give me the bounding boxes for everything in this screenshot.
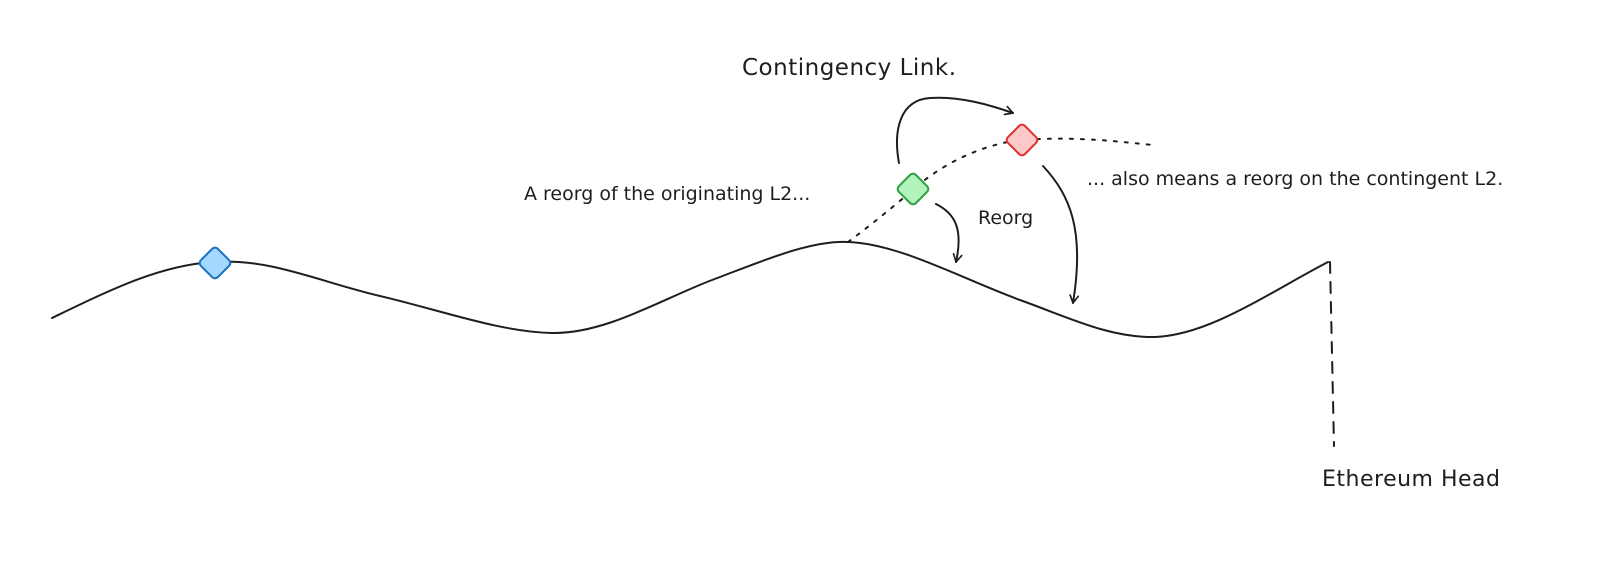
red-block-node: [1005, 123, 1039, 157]
reorg-arrow-long: [1042, 165, 1080, 304]
reorg-contingent-label: ... also means a reorg on the contingent…: [1087, 168, 1503, 190]
green-block-node: [896, 172, 930, 206]
contingency-link-label: Contingency Link.: [742, 55, 957, 81]
ethereum-head-label: Ethereum Head: [1322, 467, 1501, 492]
ethereum-head-dashed-line: [1329, 261, 1335, 447]
ethereum-chain-line: [51, 240, 1329, 339]
blue-block-node: [198, 246, 232, 280]
reorg-label: Reorg: [978, 207, 1033, 229]
reorg-arrow-short: [935, 203, 963, 263]
contingency-link-arrow: [896, 96, 1014, 164]
reorg-origin-label: A reorg of the originating L2...: [524, 183, 810, 205]
